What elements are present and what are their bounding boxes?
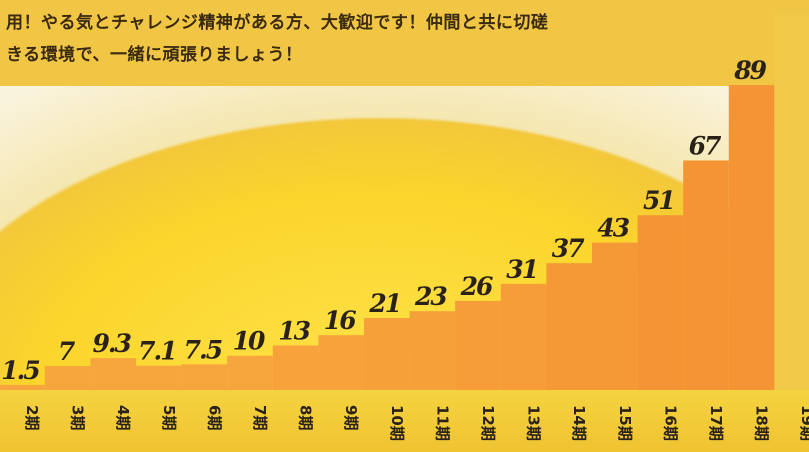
bar — [45, 366, 91, 390]
value-label: 51 — [643, 186, 674, 215]
value-label: 13 — [278, 316, 310, 345]
value-label: 23 — [414, 282, 447, 311]
x-tick-label: 10期 — [388, 405, 406, 441]
x-tick-label: 6期 — [205, 405, 223, 430]
value-label: 89 — [733, 56, 766, 85]
value-label: 1.5 — [1, 356, 39, 385]
value-label: 37 — [552, 234, 585, 263]
page: 用！やる気とチャレンジ精神がある方、大歓迎です！仲間と共に切磋 きる環境で、一緒… — [0, 0, 809, 452]
value-label: 26 — [460, 272, 493, 301]
x-tick-label: 11期 — [433, 405, 451, 441]
x-tick-label: 4期 — [114, 405, 132, 430]
chart: 1.5 2期 7 3期 9.3 4期 7.1 5期 7.5 6期 10 7期 13 8期 16 9期 21 10期… — [0, 0, 809, 452]
value-label: 43 — [597, 214, 629, 243]
value-label: 31 — [506, 255, 537, 284]
bar — [455, 301, 501, 390]
bar — [227, 356, 273, 390]
bar — [546, 263, 592, 390]
x-tick-label: 5期 — [160, 405, 178, 430]
bar — [729, 85, 775, 390]
x-tick-label: 16期 — [661, 405, 679, 441]
value-label: 16 — [324, 306, 356, 335]
x-tick-label: 18期 — [753, 405, 771, 441]
value-label: 9.3 — [92, 329, 131, 358]
x-tick-label: 8期 — [297, 405, 315, 430]
value-label: 67 — [689, 131, 722, 160]
x-tick-label: 3期 — [69, 405, 87, 430]
bar — [774, 13, 809, 390]
bar — [318, 335, 364, 390]
x-tick-label: 17期 — [707, 405, 725, 441]
value-label: 10 — [233, 327, 266, 356]
bar — [592, 243, 638, 390]
value-label: 7 — [58, 337, 76, 366]
x-tick-label: 9期 — [342, 405, 360, 430]
x-tick-label: 19期 — [798, 405, 809, 441]
bar — [136, 366, 182, 390]
value-label: 7.1 — [138, 337, 176, 366]
x-tick-label: 15期 — [616, 405, 634, 441]
bar — [501, 284, 547, 390]
x-tick-label: 12期 — [479, 405, 497, 441]
bar — [182, 364, 228, 390]
bar — [0, 385, 45, 390]
bar — [364, 318, 410, 390]
x-tick-label: 7期 — [251, 405, 269, 430]
bar — [410, 311, 456, 390]
x-tick-label: 14期 — [570, 405, 588, 441]
x-tick-label: 13期 — [525, 405, 543, 441]
bar — [273, 345, 319, 390]
x-tick-label: 2期 — [23, 405, 41, 430]
value-label: 7.5 — [184, 335, 222, 364]
bar — [90, 358, 136, 390]
value-label: 21 — [368, 289, 400, 318]
bar — [683, 160, 729, 390]
bar — [638, 215, 684, 390]
